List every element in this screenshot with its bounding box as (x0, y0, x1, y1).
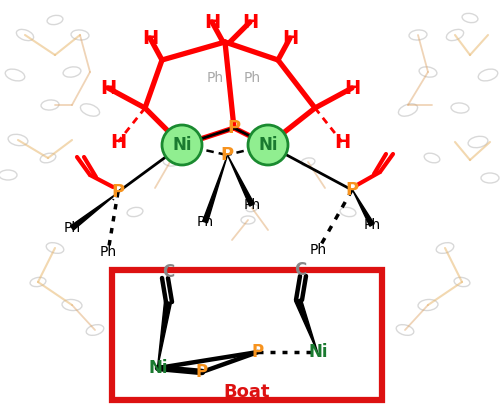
Text: P: P (196, 363, 208, 381)
Text: Ni: Ni (148, 359, 168, 377)
Text: H: H (110, 133, 126, 151)
Text: Ph: Ph (244, 198, 260, 212)
Circle shape (162, 125, 202, 165)
Text: P: P (228, 119, 240, 137)
Text: C: C (162, 263, 174, 281)
Polygon shape (202, 155, 228, 223)
Text: Ph: Ph (310, 243, 326, 257)
Text: Ph: Ph (100, 245, 116, 259)
Text: H: H (204, 13, 220, 31)
Text: H: H (282, 29, 298, 47)
Text: Ph: Ph (364, 218, 380, 232)
Text: P: P (112, 183, 124, 201)
Circle shape (248, 125, 288, 165)
Text: H: H (344, 78, 360, 98)
Text: C: C (294, 261, 306, 279)
Text: P: P (252, 343, 264, 361)
Text: P: P (220, 146, 234, 164)
Text: H: H (100, 78, 116, 98)
Text: Ph: Ph (196, 215, 214, 229)
Text: Boat: Boat (224, 383, 270, 401)
Text: P: P (346, 181, 358, 199)
Text: Ph: Ph (244, 71, 260, 85)
Polygon shape (228, 155, 254, 206)
Text: H: H (334, 133, 350, 151)
Text: Ni: Ni (308, 343, 328, 361)
Text: H: H (242, 13, 258, 31)
Polygon shape (158, 302, 172, 368)
Polygon shape (294, 299, 318, 352)
Text: Ni: Ni (258, 136, 278, 154)
Text: H: H (142, 29, 158, 47)
Text: Ph: Ph (206, 71, 224, 85)
Bar (112, 270, 382, 400)
Polygon shape (70, 193, 118, 230)
Text: Ni: Ni (172, 136, 192, 154)
Text: Ph: Ph (64, 221, 80, 235)
Polygon shape (352, 190, 374, 226)
